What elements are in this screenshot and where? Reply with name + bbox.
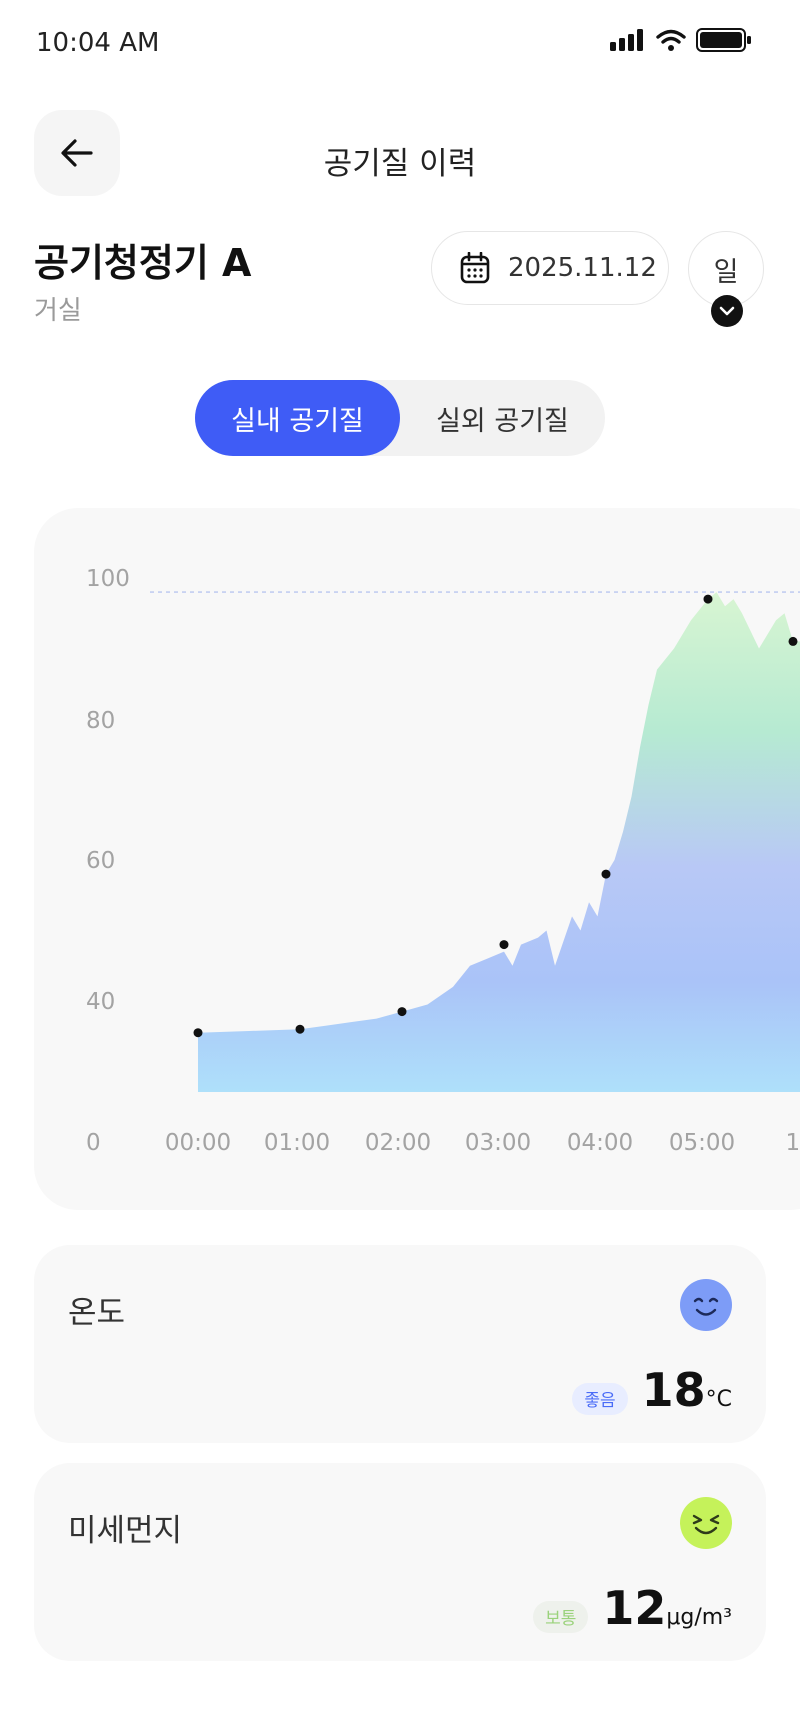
x-tick-label: 02:00	[365, 1130, 431, 1156]
x-tick-label: 03:00	[465, 1130, 531, 1156]
arrow-left-icon	[61, 139, 93, 167]
x-tick-label: 11/	[785, 1130, 800, 1156]
device-room: 거실	[34, 296, 82, 326]
date-picker-button[interactable]: 2025.11.12	[431, 231, 669, 305]
fine-dust-title: 미세먼지	[68, 1513, 183, 1549]
tab-outdoor[interactable]: 실외 공기질	[436, 405, 569, 437]
x-tick-label: 00:00	[165, 1130, 231, 1156]
wifi-icon	[656, 29, 686, 51]
status-badge: 보통	[533, 1600, 589, 1633]
fine-dust-unit: μg/m³	[666, 1605, 732, 1630]
period-selector[interactable]: 일	[688, 231, 764, 307]
data-point[interactable]	[703, 594, 713, 604]
y-tick-label: 40	[86, 989, 115, 1015]
x-tick-label: 04:00	[567, 1130, 633, 1156]
y-tick-label: 100	[86, 566, 130, 592]
calendar-icon	[460, 252, 490, 284]
fine-dust-card[interactable]: 미세먼지 보통 12μg/m³	[34, 1463, 766, 1661]
back-button[interactable]	[34, 110, 120, 196]
air-quality-chart: 100 80 60 40 0 00:00 01:00 02:00 03:00 04:00 05:0…	[86, 566, 800, 1156]
temperature-title: 온도	[68, 1295, 126, 1331]
battery-icon	[696, 28, 751, 52]
smile-icon	[680, 1279, 732, 1331]
signal-icon	[610, 29, 643, 51]
data-point[interactable]	[499, 940, 509, 950]
data-point[interactable]	[193, 1028, 203, 1038]
chart-card: 100 80 60 40 0 00:00 01:00 02:00 03:00 04:00 05:0…	[34, 508, 800, 1210]
status-time: 10:04 AM	[36, 28, 160, 58]
x-tick-label: 05:00	[669, 1130, 735, 1156]
page-title: 공기질 이력	[323, 146, 477, 182]
date-value: 2025.11.12	[508, 253, 657, 283]
series-area	[198, 592, 800, 1092]
fine-dust-value: 12	[602, 1581, 667, 1635]
status-badge: 좋음	[572, 1382, 628, 1415]
data-point[interactable]	[295, 1024, 305, 1034]
temperature-unit: °C	[705, 1387, 732, 1412]
device-name: 공기청정기 A	[34, 241, 252, 285]
period-value: 일	[713, 257, 739, 288]
x-tick-label: 01:00	[264, 1130, 330, 1156]
status-icons	[610, 28, 752, 52]
y-tick-label: 60	[86, 848, 115, 874]
tab-indoor[interactable]: 실내 공기질	[195, 380, 400, 456]
data-point[interactable]	[601, 869, 611, 879]
temperature-reading: 좋음 18°C	[572, 1363, 732, 1417]
data-point[interactable]	[397, 1007, 407, 1017]
y-tick-label: 80	[86, 708, 115, 734]
temperature-card[interactable]: 온도 좋음 18°C	[34, 1245, 766, 1443]
data-point[interactable]	[788, 636, 798, 646]
chevron-down-icon[interactable]	[711, 295, 743, 327]
fine-dust-reading: 보통 12μg/m³	[533, 1581, 732, 1635]
temperature-value: 18	[641, 1363, 706, 1417]
y-tick-label: 0	[86, 1130, 101, 1156]
grin-icon	[680, 1497, 732, 1549]
